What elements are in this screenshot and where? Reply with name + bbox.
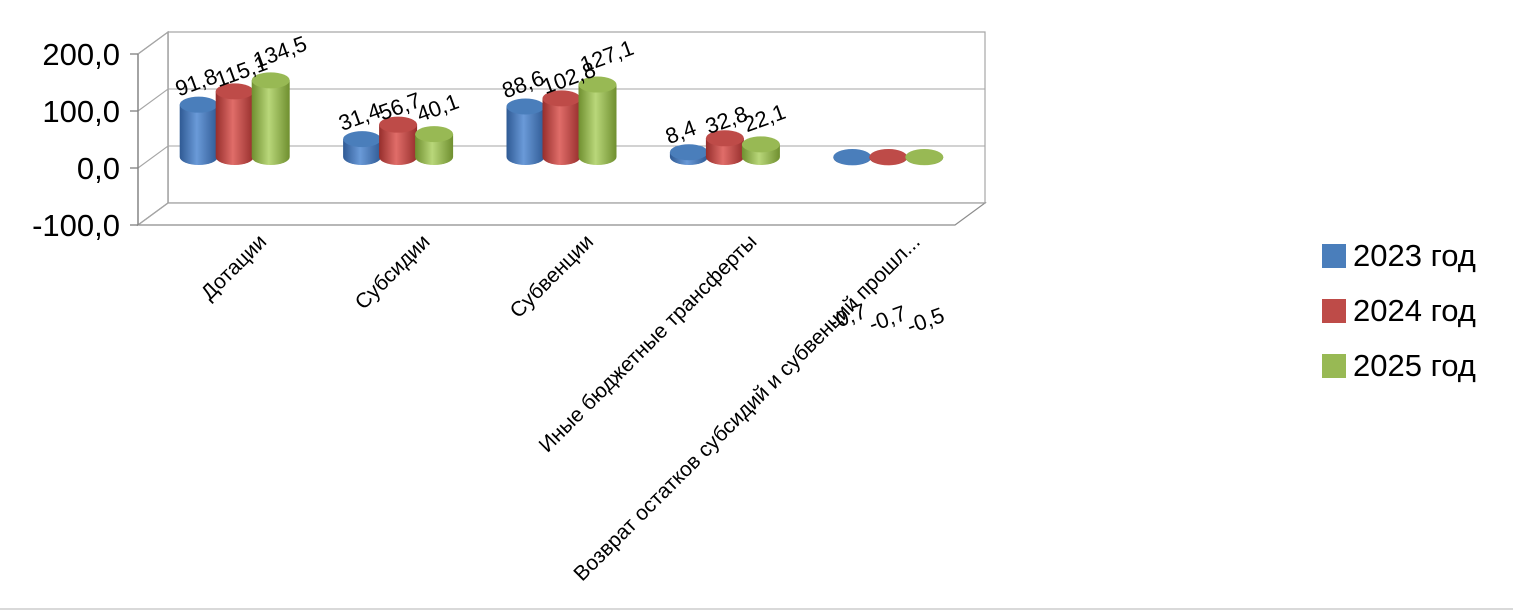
bar-2-2 xyxy=(578,76,617,165)
bar-top xyxy=(869,149,908,165)
bar-3-1 xyxy=(705,130,744,165)
bar-0-0 xyxy=(179,96,218,165)
bar-4-2 xyxy=(905,149,944,166)
bar-top xyxy=(343,131,382,148)
bar-body xyxy=(542,98,581,165)
bar-body xyxy=(506,106,545,165)
bar-1-0 xyxy=(343,131,382,165)
side-wall xyxy=(137,30,169,227)
legend-item-2023: 2023 год xyxy=(1322,228,1476,283)
x-tick-label: Возврат остатков субсидий и субвенций пр… xyxy=(569,230,924,585)
legend-swatch xyxy=(1322,298,1346,323)
bar-body xyxy=(379,124,418,165)
bar-body xyxy=(578,84,617,165)
bar-3-2 xyxy=(741,136,780,165)
x-tick-label: Субсидии xyxy=(351,230,435,314)
legend-swatch xyxy=(1322,353,1346,378)
gridline xyxy=(137,31,985,55)
legend: 2023 год 2024 год 2025 год xyxy=(1322,228,1476,393)
bar-body xyxy=(179,104,218,165)
bar-4-0 xyxy=(833,149,872,166)
bar-4-1 xyxy=(869,149,908,166)
y-axis: -100,0 0,0 100,0 200,0 xyxy=(32,37,139,243)
bar-body xyxy=(415,134,454,165)
bar-top xyxy=(415,126,454,143)
bar-3-0 xyxy=(669,144,708,165)
bar-body xyxy=(251,80,290,165)
bar-top xyxy=(741,136,780,153)
legend-label: 2024 год xyxy=(1353,293,1476,328)
bar-top xyxy=(215,83,254,100)
x-tick-label: Субвенции xyxy=(506,230,598,322)
legend-item-2025: 2025 год xyxy=(1322,338,1476,393)
bar-0-2 xyxy=(251,72,290,165)
legend-item-2024: 2024 год xyxy=(1322,283,1476,338)
y-tick-label: -100,0 xyxy=(32,208,120,243)
bar-0-1 xyxy=(215,83,254,165)
bar-top xyxy=(833,149,872,165)
legend-label: 2025 год xyxy=(1353,348,1476,383)
legend-label: 2023 год xyxy=(1353,238,1476,273)
y-tick-label: 100,0 xyxy=(42,94,120,129)
bar-2-0 xyxy=(506,98,545,165)
data-label: -0,7 xyxy=(825,298,869,334)
legend-swatch xyxy=(1322,243,1346,268)
bar-top xyxy=(379,116,418,133)
x-tick-label: Дотации xyxy=(197,230,271,304)
bar-top xyxy=(506,98,545,115)
data-label: -0,7 xyxy=(865,300,909,336)
bar-top xyxy=(542,90,581,107)
bar-top xyxy=(179,96,218,113)
divider xyxy=(0,608,1513,610)
bar-1-1 xyxy=(379,116,418,165)
bars xyxy=(179,72,944,166)
bar-top xyxy=(578,76,617,93)
bar-top xyxy=(705,130,744,147)
bar-top xyxy=(905,149,944,165)
bar-1-2 xyxy=(415,126,454,165)
bar-top xyxy=(669,144,708,161)
floor xyxy=(136,202,987,226)
bar-top xyxy=(251,72,290,89)
bar-body xyxy=(215,91,254,165)
gridline xyxy=(137,88,985,112)
y-tick-label: 0,0 xyxy=(77,151,120,186)
y-tick-label: 200,0 xyxy=(42,37,120,72)
bar-2-1 xyxy=(542,90,581,165)
gridline xyxy=(137,202,985,226)
data-label: -0,5 xyxy=(903,302,947,338)
